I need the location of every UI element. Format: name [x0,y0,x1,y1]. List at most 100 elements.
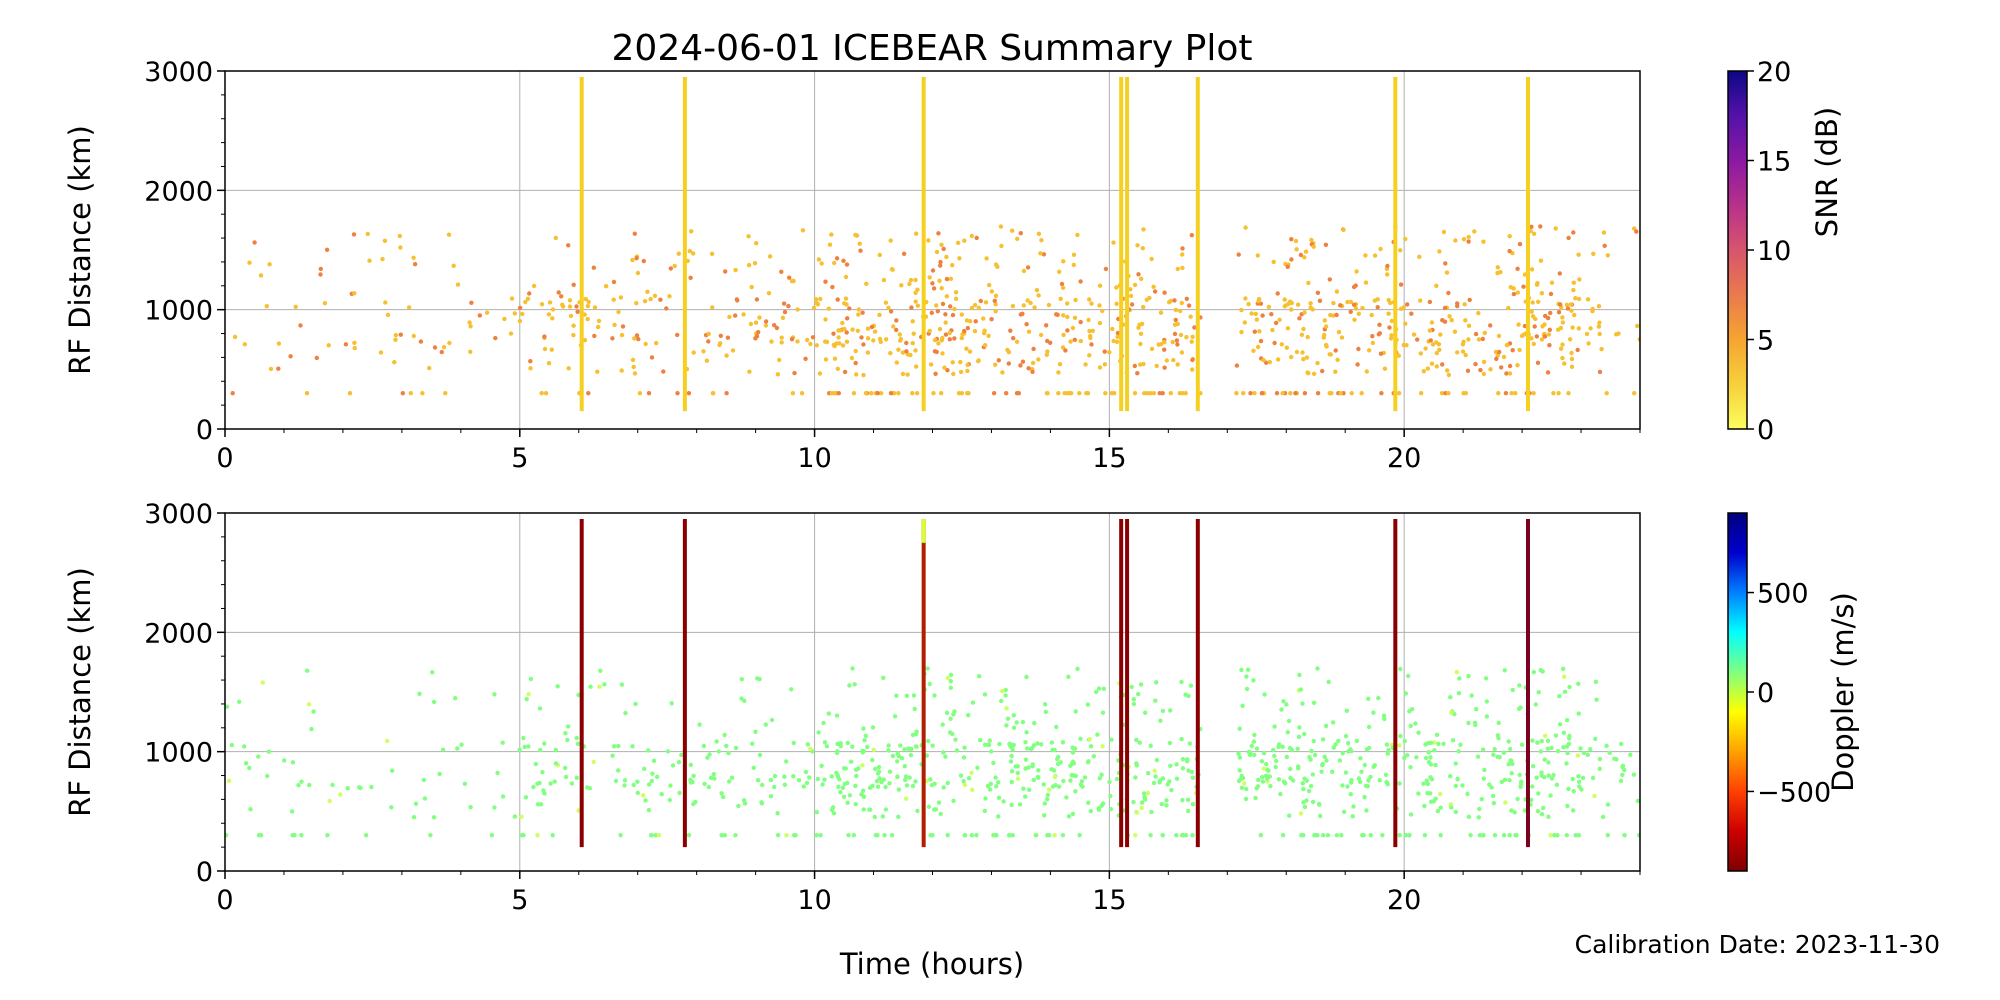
scatter-point [469,300,474,305]
scatter-point [910,783,916,789]
scatter-point [966,713,971,718]
scatter-point [853,232,858,238]
scatter-point [659,792,664,797]
scatter-point [555,684,560,689]
scatter-point [1295,302,1301,307]
scatter-point [930,743,935,748]
scatter-point [1078,319,1083,325]
scatter-point [229,742,234,748]
scatter-point [327,798,332,804]
scatter-point [1180,766,1186,771]
scatter-point [730,348,736,353]
scatter-point [899,756,905,761]
scatter-point [993,293,999,298]
scatter-point [1172,331,1178,337]
scatter-point [1378,351,1384,356]
scatter-point [1519,742,1525,747]
scatter-point [1335,357,1340,362]
scatter-point [886,743,891,748]
scatter-point [860,763,865,768]
scatter-point [596,318,602,324]
scatter-point [1301,833,1306,838]
scatter-point [455,746,460,751]
scatter-point [1015,236,1020,241]
scatter-point [1189,233,1195,238]
scatter-point [1276,777,1282,782]
scatter-point [1450,738,1456,743]
scatter-point [1139,276,1144,281]
scatter-point [1513,833,1518,838]
scatter-point [834,713,840,718]
scatter-point [1461,391,1466,396]
scatter-point [1103,266,1109,272]
scatter-point [1475,754,1481,759]
scatter-point [688,780,694,785]
scatter-point [318,266,323,272]
scatter-point [1397,833,1402,838]
scatter-point [1509,391,1514,396]
scatter-point [1432,748,1437,753]
scatter-point [1036,768,1041,773]
scatter-point [1053,783,1058,788]
scatter-point [1137,322,1142,327]
figure-title: 2024-06-01 ICEBEAR Summary Plot [612,28,1253,69]
scatter-point [1532,324,1537,329]
scatter-point [757,676,762,682]
scatter-point [1545,370,1551,375]
scatter-point [937,278,942,283]
scatter-point [914,364,919,369]
scatter-point [1089,301,1094,306]
scatter-point [835,366,840,371]
scatter-point [1567,684,1572,690]
scatter-point [772,784,777,790]
scatter-point [991,833,996,838]
scatter-point [630,257,635,263]
scatter-point [1462,302,1467,307]
scatter-point [1339,335,1345,340]
scatter-point [1097,776,1103,781]
scatter-point [631,782,636,788]
scatter-point [1432,740,1437,745]
scatter-point [779,335,784,340]
scatter-point [944,254,949,260]
scatter-point [1375,305,1380,310]
scatter-point [844,330,849,335]
scatter-point [805,337,810,343]
scatter-point [1501,354,1507,360]
scatter-point [1157,780,1162,785]
scatter-point [1017,802,1023,807]
scatter-point [948,304,953,309]
scatter-point [1495,733,1501,738]
scatter-point [546,312,552,317]
scatter-point [618,833,623,838]
scatter-point [539,302,545,307]
scatter-point [1138,331,1144,336]
scatter-point [846,833,851,838]
scatter-point [843,274,849,280]
scatter-point [646,748,651,753]
scatter-point [939,391,944,396]
scatter-point [1560,320,1566,325]
scatter-point [1518,784,1523,789]
scatter-point [645,289,650,294]
scatter-point [930,268,936,273]
scatter-point [634,301,639,306]
scatter-point [969,770,974,775]
scatter-point [1298,811,1304,816]
scatter-point [1348,792,1354,797]
scatter-point [975,765,980,770]
scatter-point [1628,752,1633,757]
scatter-point [1184,335,1189,340]
scatter-point [799,391,805,396]
scatter-point [1134,737,1139,743]
scatter-point [524,697,529,702]
scatter-point [1403,833,1409,838]
scatter-point [1497,755,1502,760]
scatter-point [1063,348,1068,353]
scatter-point [389,805,394,810]
scatter-point [966,776,972,781]
scatter-point [1311,700,1317,705]
scatter-point [489,833,495,838]
scatter-point [1145,391,1150,396]
scatter-point [950,312,956,318]
